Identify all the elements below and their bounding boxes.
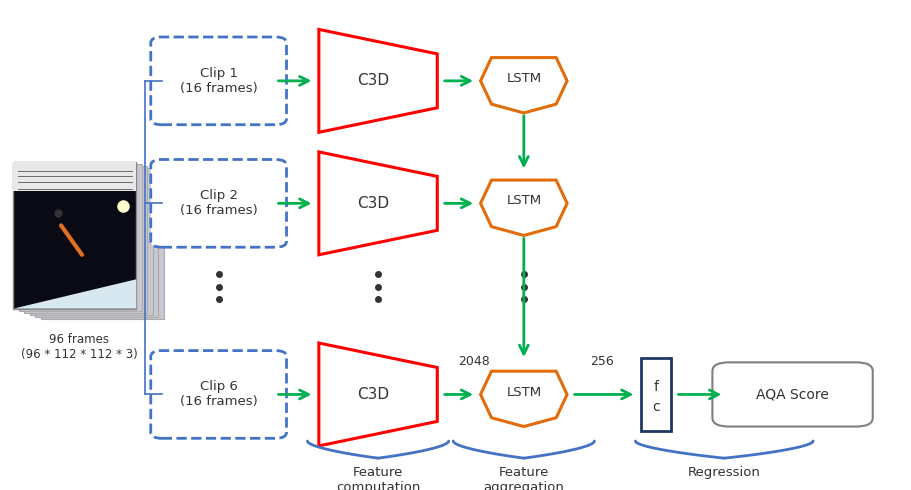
Text: C3D: C3D bbox=[357, 196, 390, 211]
Bar bbox=[36, 170, 159, 317]
Polygon shape bbox=[319, 343, 437, 446]
Text: LSTM: LSTM bbox=[507, 195, 541, 207]
Bar bbox=[29, 168, 153, 315]
Text: Clip 2
(16 frames): Clip 2 (16 frames) bbox=[179, 189, 258, 218]
Text: Clip 1
(16 frames): Clip 1 (16 frames) bbox=[179, 67, 258, 95]
Bar bbox=[13, 162, 137, 191]
Text: 2048: 2048 bbox=[458, 354, 489, 368]
FancyBboxPatch shape bbox=[150, 160, 286, 247]
Text: Feature
aggregation: Feature aggregation bbox=[484, 466, 564, 490]
Text: 96 frames
(96 * 112 * 112 * 3): 96 frames (96 * 112 * 112 * 3) bbox=[21, 333, 138, 361]
Text: Clip 6
(16 frames): Clip 6 (16 frames) bbox=[179, 380, 258, 409]
Bar bbox=[40, 172, 164, 318]
Polygon shape bbox=[481, 58, 567, 113]
Bar bbox=[25, 166, 148, 313]
FancyBboxPatch shape bbox=[712, 362, 873, 426]
Bar bbox=[18, 164, 142, 311]
Text: Feature
computation: Feature computation bbox=[336, 466, 420, 490]
Text: C3D: C3D bbox=[357, 387, 390, 402]
Text: f: f bbox=[653, 380, 659, 394]
Text: c: c bbox=[652, 400, 660, 414]
Text: LSTM: LSTM bbox=[507, 386, 541, 398]
Bar bbox=[13, 162, 137, 309]
Text: AQA Score: AQA Score bbox=[756, 388, 829, 401]
FancyBboxPatch shape bbox=[150, 37, 286, 125]
Text: LSTM: LSTM bbox=[507, 72, 541, 85]
Text: 256: 256 bbox=[589, 354, 614, 368]
Polygon shape bbox=[319, 152, 437, 255]
Polygon shape bbox=[481, 180, 567, 236]
Polygon shape bbox=[481, 371, 567, 426]
Text: Regression: Regression bbox=[688, 466, 761, 479]
Bar bbox=[641, 358, 670, 431]
Polygon shape bbox=[319, 29, 437, 132]
Polygon shape bbox=[13, 279, 137, 309]
Text: C3D: C3D bbox=[357, 74, 390, 88]
FancyBboxPatch shape bbox=[150, 351, 286, 438]
